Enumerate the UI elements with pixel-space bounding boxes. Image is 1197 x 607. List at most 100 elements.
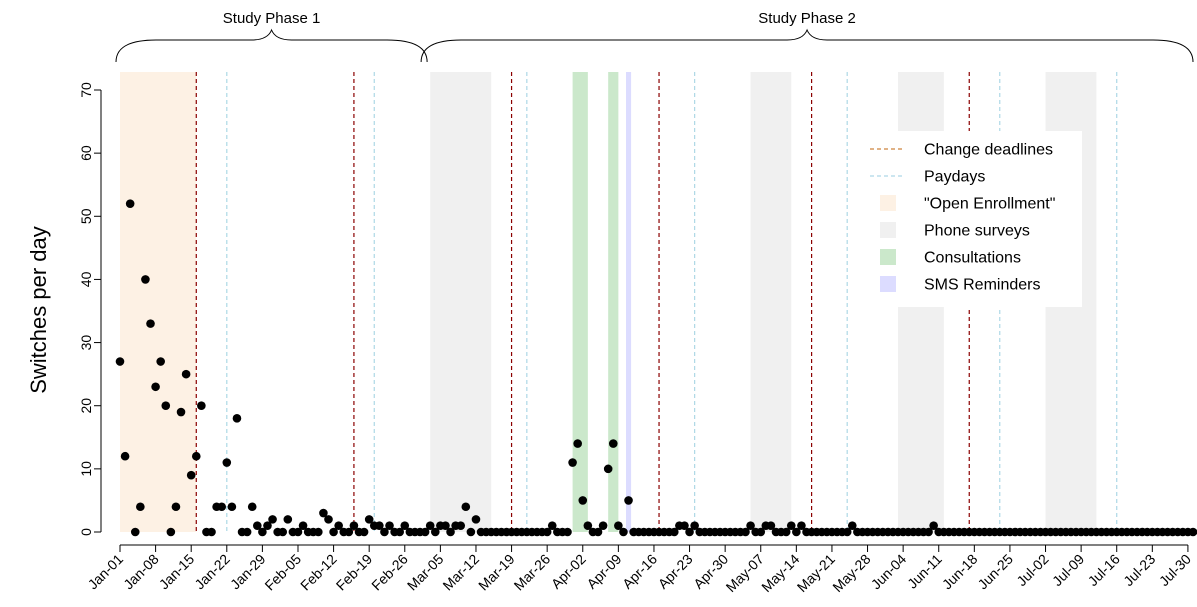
data-point-20 (217, 502, 227, 512)
data-point-9 (161, 401, 171, 411)
data-point-90 (573, 439, 582, 448)
data-point-143 (842, 527, 852, 537)
data-point-39 (314, 527, 323, 537)
legend-swatch-5 (880, 276, 896, 292)
x-tick-label-4: Jan-29 (227, 551, 269, 593)
data-point-69 (466, 527, 476, 537)
data-point-26 (247, 502, 257, 512)
data-point-97 (608, 439, 618, 448)
data-point-112 (685, 527, 694, 537)
data-point-61 (425, 521, 435, 530)
data-point-55 (395, 527, 404, 537)
data-point-32 (278, 527, 288, 537)
data-point-30 (268, 515, 277, 524)
data-point-42 (329, 527, 338, 537)
y-axis-label: Switches per day (26, 226, 51, 394)
data-point-12 (176, 407, 186, 417)
x-tick-label-10: Mar-12 (439, 551, 482, 594)
x-tick-label-18: May-07 (723, 551, 767, 595)
data-point-53 (385, 521, 394, 530)
data-point-95 (598, 521, 608, 530)
data-point-35 (293, 527, 303, 537)
data-point-45 (344, 527, 354, 537)
data-point-28 (258, 527, 267, 537)
x-tick-label-11: Mar-19 (475, 551, 518, 594)
y-tick-label-6: 60 (78, 145, 94, 161)
x-tick-label-21: May-28 (829, 551, 873, 595)
x-tick-label-24: Jun-18 (939, 551, 981, 593)
y-tick-label-2: 20 (78, 398, 94, 414)
y-tick-label-7: 70 (78, 82, 94, 98)
legend-label-3: Phone surveys (924, 223, 1030, 240)
legend-label-4: Consultations (924, 250, 1021, 267)
data-point-33 (283, 515, 293, 524)
data-point-25 (242, 527, 252, 537)
data-point-62 (430, 527, 440, 537)
data-point-132 (786, 521, 796, 530)
data-point-10 (166, 527, 176, 537)
x-tick-label-3: Jan-22 (191, 551, 233, 593)
data-point-48 (359, 527, 369, 537)
y-tick-label-1: 10 (78, 461, 94, 477)
x-tick-label-20: May-21 (794, 551, 838, 595)
x-tick-label-9: Mar-05 (404, 551, 447, 594)
region-phone_survey-1 (430, 72, 492, 532)
data-point-27 (253, 521, 262, 530)
legend-label-2: "Open Enrollment" (924, 196, 1055, 213)
data-point-41 (324, 515, 333, 524)
phase-label-1: Study Phase 2 (758, 10, 856, 27)
data-point-2 (125, 199, 135, 208)
data-point-22 (227, 502, 237, 512)
data-point-85 (547, 521, 557, 530)
data-point-29 (263, 521, 272, 530)
data-point-160 (929, 521, 938, 530)
legend-label-5: SMS Reminders (924, 277, 1040, 294)
data-point-40 (319, 508, 328, 518)
x-tick-label-1: Jan-08 (120, 551, 162, 593)
data-point-23 (232, 414, 242, 423)
x-tick-label-12: Mar-26 (511, 551, 554, 594)
data-point-65 (446, 527, 455, 537)
data-point-11 (171, 502, 181, 512)
data-point-16 (197, 401, 206, 411)
data-point-126 (756, 527, 766, 537)
x-tick-label-14: Apr-09 (583, 551, 624, 592)
data-point-70 (471, 515, 481, 524)
data-point-98 (614, 521, 623, 530)
phase-brace-1 (420, 28, 1194, 63)
x-tick-label-6: Feb-12 (297, 551, 340, 594)
x-tick-label-15: Apr-16 (619, 551, 660, 592)
data-point-18 (207, 527, 216, 537)
x-tick-label-28: Jul-16 (1085, 551, 1123, 589)
data-point-88 (563, 527, 572, 537)
data-point-0 (115, 357, 125, 366)
x-tick-label-22: Jun-04 (868, 551, 910, 593)
x-tick-label-7: Feb-19 (333, 551, 376, 594)
x-tick-label-5: Feb-05 (261, 551, 304, 594)
data-point-113 (690, 521, 699, 530)
data-point-159 (924, 527, 933, 537)
data-point-144 (847, 521, 857, 530)
legend-swatch-4 (880, 249, 896, 265)
data-point-14 (186, 470, 196, 480)
region-consultation-5 (572, 72, 588, 532)
data-point-60 (420, 527, 430, 537)
data-point-15 (191, 451, 201, 461)
legend-label-1: Paydays (924, 169, 985, 186)
data-point-52 (380, 527, 389, 537)
data-point-92 (583, 521, 593, 530)
legend-background (862, 131, 1082, 307)
x-tick-label-25: Jun-25 (974, 551, 1016, 593)
data-point-7 (151, 382, 160, 392)
data-point-21 (222, 458, 232, 467)
data-point-211 (1188, 527, 1197, 537)
legend-label-0: Change deadlines (924, 142, 1053, 159)
data-point-84 (542, 527, 552, 537)
data-point-94 (593, 527, 603, 537)
x-tick-label-29: Jul-23 (1120, 551, 1158, 589)
data-point-100 (624, 496, 633, 505)
x-tick-label-19: May-14 (758, 551, 802, 595)
region-phone_survey-2 (750, 72, 792, 532)
data-point-96 (603, 464, 613, 474)
